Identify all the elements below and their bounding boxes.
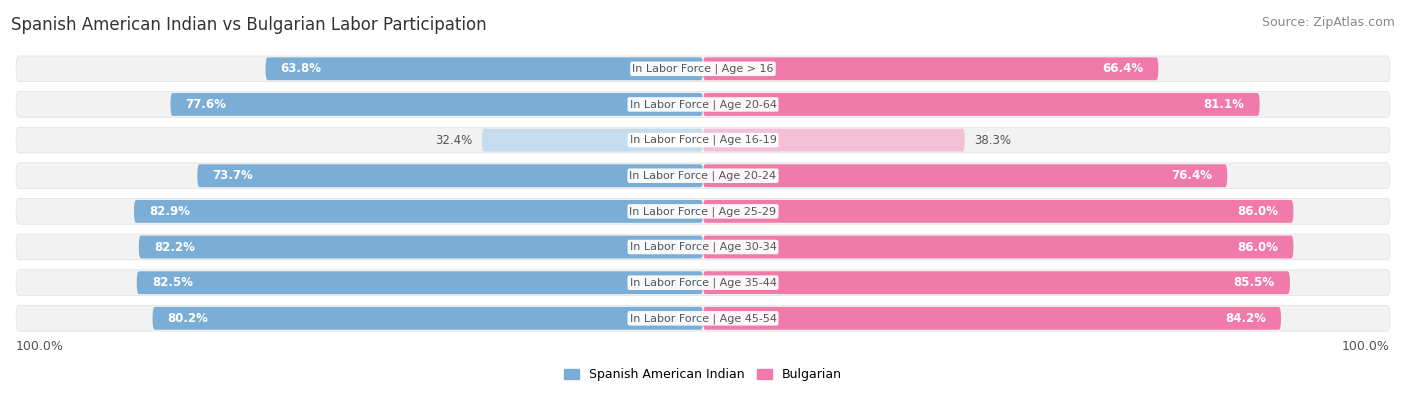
FancyBboxPatch shape xyxy=(703,93,1260,116)
FancyBboxPatch shape xyxy=(703,307,1281,330)
Text: In Labor Force | Age 30-34: In Labor Force | Age 30-34 xyxy=(630,242,776,252)
Text: 84.2%: 84.2% xyxy=(1225,312,1265,325)
FancyBboxPatch shape xyxy=(197,164,703,187)
FancyBboxPatch shape xyxy=(703,57,1159,80)
Text: 86.0%: 86.0% xyxy=(1237,205,1278,218)
Text: Spanish American Indian vs Bulgarian Labor Participation: Spanish American Indian vs Bulgarian Lab… xyxy=(11,16,486,34)
Text: 100.0%: 100.0% xyxy=(15,340,65,353)
Text: 82.2%: 82.2% xyxy=(153,241,195,254)
FancyBboxPatch shape xyxy=(136,271,703,294)
Legend: Spanish American Indian, Bulgarian: Spanish American Indian, Bulgarian xyxy=(560,363,846,386)
FancyBboxPatch shape xyxy=(15,92,1391,117)
Text: Source: ZipAtlas.com: Source: ZipAtlas.com xyxy=(1261,16,1395,29)
Text: 63.8%: 63.8% xyxy=(281,62,322,75)
FancyBboxPatch shape xyxy=(482,129,703,152)
FancyBboxPatch shape xyxy=(703,200,1294,223)
FancyBboxPatch shape xyxy=(15,270,1391,295)
FancyBboxPatch shape xyxy=(15,234,1391,260)
FancyBboxPatch shape xyxy=(266,57,703,80)
FancyBboxPatch shape xyxy=(703,235,1294,258)
Text: 38.3%: 38.3% xyxy=(974,134,1011,147)
FancyBboxPatch shape xyxy=(15,305,1391,331)
FancyBboxPatch shape xyxy=(134,200,703,223)
Text: 86.0%: 86.0% xyxy=(1237,241,1278,254)
Text: In Labor Force | Age 45-54: In Labor Force | Age 45-54 xyxy=(630,313,776,324)
Text: 80.2%: 80.2% xyxy=(167,312,208,325)
Text: In Labor Force | Age 35-44: In Labor Force | Age 35-44 xyxy=(630,277,776,288)
Text: In Labor Force | Age 25-29: In Labor Force | Age 25-29 xyxy=(630,206,776,216)
Text: 82.9%: 82.9% xyxy=(149,205,190,218)
FancyBboxPatch shape xyxy=(170,93,703,116)
FancyBboxPatch shape xyxy=(703,271,1289,294)
Text: In Labor Force | Age 20-64: In Labor Force | Age 20-64 xyxy=(630,99,776,110)
FancyBboxPatch shape xyxy=(139,235,703,258)
FancyBboxPatch shape xyxy=(15,199,1391,224)
Text: 32.4%: 32.4% xyxy=(436,134,472,147)
Text: 82.5%: 82.5% xyxy=(152,276,193,289)
Text: 100.0%: 100.0% xyxy=(1341,340,1391,353)
FancyBboxPatch shape xyxy=(703,164,1227,187)
Text: 81.1%: 81.1% xyxy=(1204,98,1244,111)
Text: 66.4%: 66.4% xyxy=(1102,62,1143,75)
Text: In Labor Force | Age > 16: In Labor Force | Age > 16 xyxy=(633,64,773,74)
Text: 73.7%: 73.7% xyxy=(212,169,253,182)
Text: In Labor Force | Age 20-24: In Labor Force | Age 20-24 xyxy=(630,171,776,181)
FancyBboxPatch shape xyxy=(152,307,703,330)
FancyBboxPatch shape xyxy=(15,56,1391,82)
Text: 76.4%: 76.4% xyxy=(1171,169,1212,182)
FancyBboxPatch shape xyxy=(15,127,1391,153)
Text: 77.6%: 77.6% xyxy=(186,98,226,111)
Text: 85.5%: 85.5% xyxy=(1233,276,1275,289)
Text: In Labor Force | Age 16-19: In Labor Force | Age 16-19 xyxy=(630,135,776,145)
FancyBboxPatch shape xyxy=(703,129,965,152)
FancyBboxPatch shape xyxy=(15,163,1391,188)
